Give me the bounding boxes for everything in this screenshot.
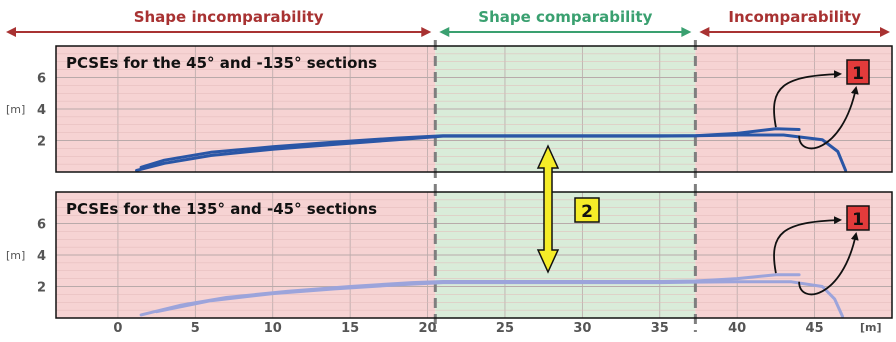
x-tick-label: 5 [191,321,200,336]
x-tick-label: 0 [113,321,122,336]
region-label-1: Shape comparability [478,8,652,26]
y-tick-label: 2 [37,135,46,150]
panel-frame [55,191,893,319]
svg-text:1: 1 [852,64,864,84]
svg-text:1: 1 [852,210,864,230]
panel-bottom: 2 4 6 [m] PCSEs for the 135° and -45° sectio… [6,186,893,332]
series-line-1 [135,127,801,172]
x-tick-label: 40 [728,321,746,336]
marker-1-bottom: 1 [846,205,870,231]
x-axis-tick-labels: 0 5 10 15 20 25 30 35 40 45 [113,321,823,336]
region-arrow-0 [6,27,432,37]
x-tick-label: 35 [651,321,669,336]
panel-frame [55,45,893,173]
y-tick-label: 2 [37,281,46,296]
x-tick-label: 10 [264,321,282,336]
panel-title: PCSEs for the 135° and -45° sections [66,200,377,218]
region-header: Shape incomparability Shape comparability… [6,8,890,37]
y-tick-label: 6 [37,72,46,87]
y-tick-label: 6 [37,218,46,233]
region-arrow-2 [699,27,890,37]
grid [56,192,892,318]
grid [56,46,892,172]
panel-top: 2 4 6 [m] PCSEs for the 45° and -135° sectio… [6,40,893,186]
comparability-double-arrow: 2 [536,144,600,274]
marker-arrows [773,70,859,150]
y-axis-unit: [m] [6,103,25,116]
region-arrow-1 [439,27,692,37]
region-label-2: Incomparability [728,8,861,26]
series-line-1 [139,273,801,317]
x-tick-label: 30 [573,321,591,336]
panel-title: PCSEs for the 45° and -135° sections [66,54,377,72]
x-tick-label: 20 [419,321,437,336]
marker-arrows [773,216,859,296]
y-tick-label: 4 [37,249,46,264]
x-tick-label: 25 [496,321,514,336]
marker-1-top: 1 [846,59,870,85]
region-label-0: Shape incomparability [134,8,324,26]
x-axis-unit: [m] [860,321,882,334]
marker-2: 2 [574,197,600,223]
x-tick-label: 15 [341,321,359,336]
svg-text:2: 2 [581,202,593,222]
y-tick-label: 4 [37,103,46,118]
x-tick-label: 45 [806,321,824,336]
y-axis-unit: [m] [6,249,25,262]
